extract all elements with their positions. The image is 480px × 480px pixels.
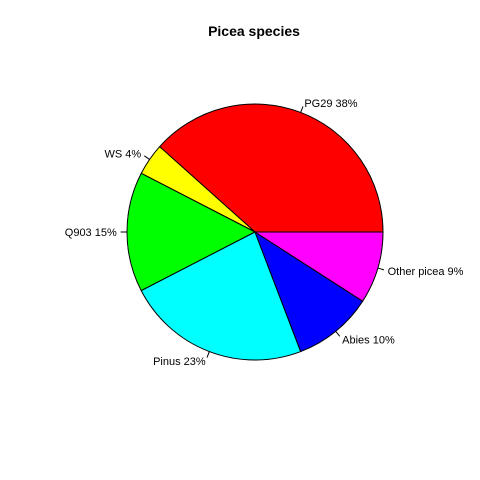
chart-title: Picea species [208, 23, 300, 39]
pie-slice-5 [253, 231, 384, 302]
pie-slice-3 [140, 231, 302, 361]
pie-labels: PG29 38% WS 4% Q903 15% Pinus 23% Abies 10% O… [65, 98, 464, 368]
pie-label-2: Q903 15% [65, 227, 117, 239]
pie-label-3: Pinus 23% [153, 356, 206, 368]
pie-label-leader-5 [377, 267, 385, 271]
pie-label-5: Other picea 9% [388, 266, 464, 278]
pie-slice-0 [158, 103, 384, 233]
pie-label-1: WS 4% [104, 149, 141, 161]
pie-slices [126, 103, 384, 361]
pie-label-leader-4 [335, 331, 341, 337]
pie-label-leader-1 [144, 155, 150, 160]
pie-label-leader-0 [300, 106, 304, 113]
pie-label-leader-3 [206, 351, 210, 358]
pie-label-0: PG29 38% [304, 98, 357, 110]
pie-slice-2 [126, 172, 257, 292]
pie-slice-4 [253, 230, 364, 353]
pie-label-4: Abies 10% [342, 334, 395, 346]
